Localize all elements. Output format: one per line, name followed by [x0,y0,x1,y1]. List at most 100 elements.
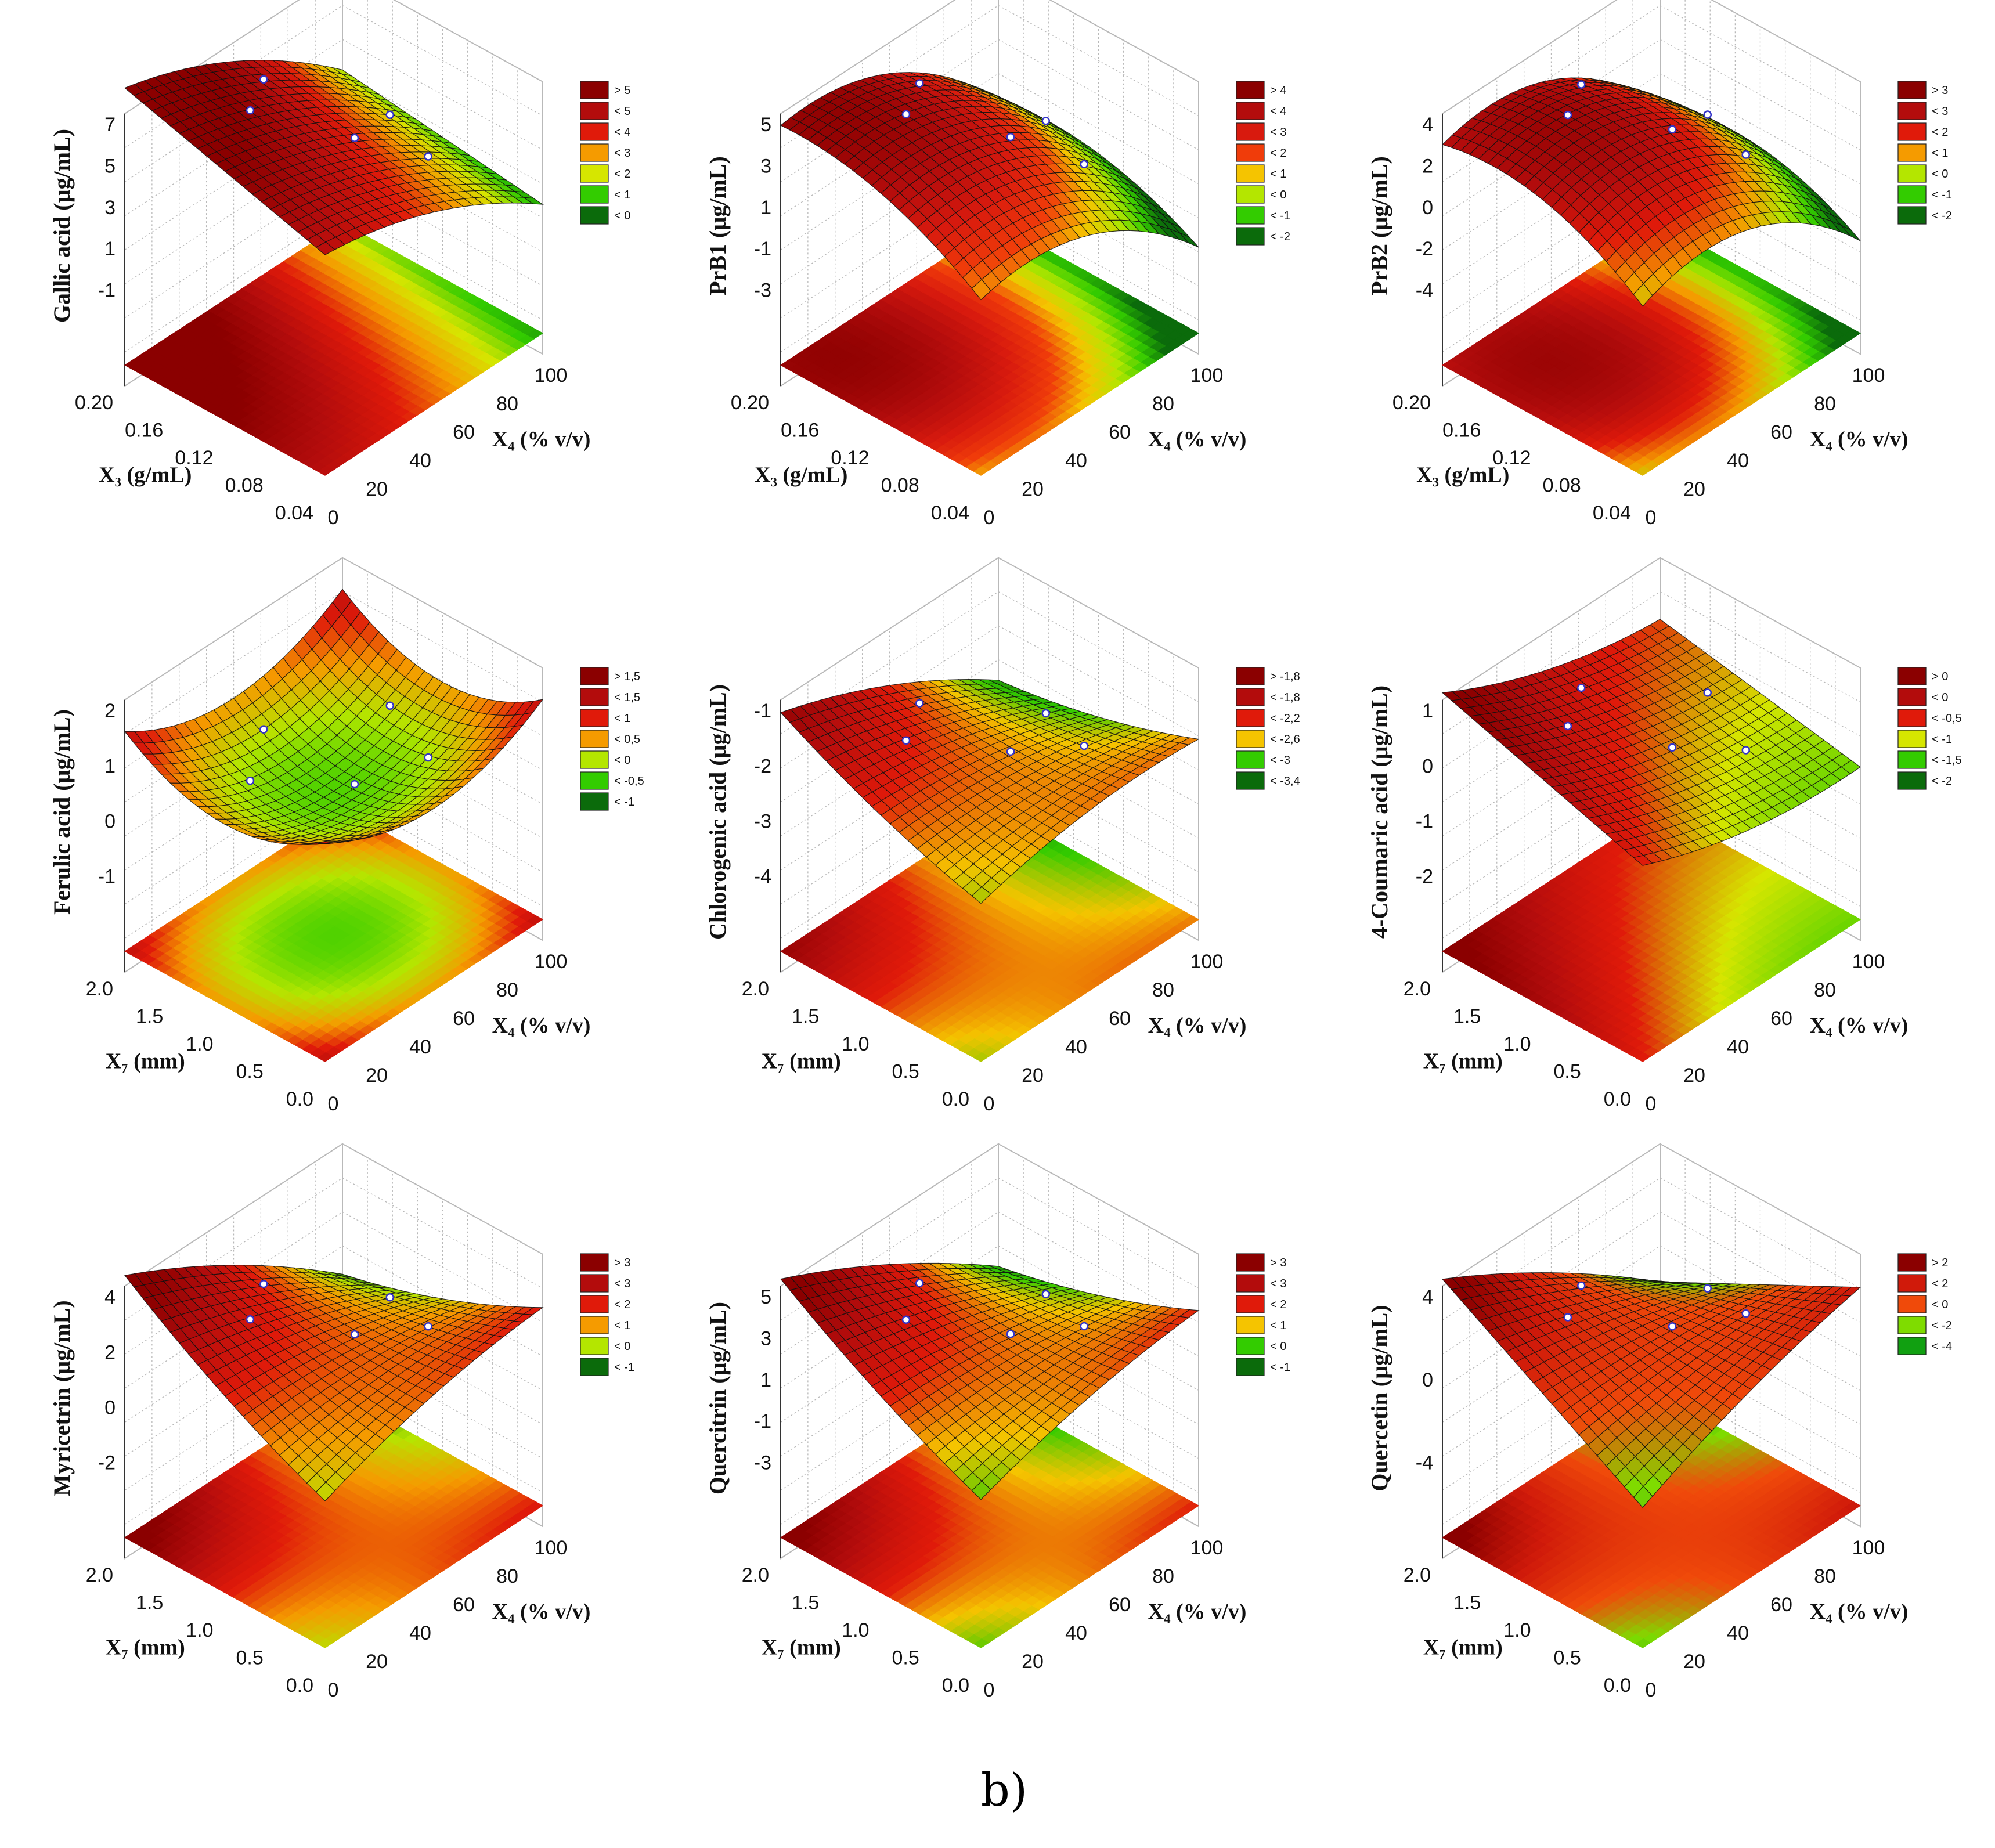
grid-line [124,5,343,148]
legend-swatch [580,81,609,99]
legend-swatch [580,771,609,790]
contour-floor [780,808,1200,1062]
grid-line [998,659,1199,771]
legend-swatch [580,750,609,769]
y-tick-label: 0.12 [831,447,869,469]
legend-swatch [580,667,609,685]
panel-chlorogenic-acid: -1 -2 -3 -4 Chlorogenic acid (µg/mL) 2.0 1.5 1.… [656,556,1318,1167]
legend-swatch [1897,143,1927,162]
legend-swatch [580,143,609,162]
x-tick-label: 0 [328,1093,339,1115]
panel-ferulic-acid: 2 1 0 -1 Ferulic acid (µg/mL) 2.0 1.5 1.0 0.5 0.0… [0,556,662,1167]
x-tick-label: 0 [328,507,339,529]
legend-label: < 3 [614,147,630,160]
legend-swatch [580,122,609,141]
legend-swatch [1897,206,1927,225]
data-point [1741,150,1750,159]
grid-line [1442,5,1661,148]
y-tick-label: 2.0 [86,978,113,1000]
y-tick-label: 1.5 [136,1006,163,1028]
legend-swatch [1236,164,1265,183]
grid-line [998,625,1199,737]
y-tick-label: 0.20 [75,392,113,414]
data-point [424,152,432,161]
legend-swatch [1236,122,1265,141]
legend-swatch [580,688,609,706]
legend-label: > 1,5 [614,670,640,683]
grid-line [780,5,999,148]
y-tick-label: 1.0 [186,1033,213,1055]
legend-swatch [580,206,609,225]
y-tick-label: 0.20 [1392,392,1431,414]
z-tick-label: 2 [1422,156,1433,178]
panel-prb1: 5 3 1 -1 -3 PrB1 (µg/mL) 0.20 0.16 0.12 0.08 0.04 X… [656,0,1318,580]
z-tick-label: 1 [104,755,116,777]
data-point [1041,117,1050,125]
data-point [259,75,268,84]
legend-swatch [1897,102,1927,120]
y-tick-label: 0.04 [931,502,969,524]
x-tick-label: 100 [1852,364,1885,387]
grid-line [342,591,543,703]
x-tick-label: 0 [1646,507,1657,529]
data-point [1080,160,1088,169]
grid-line [1660,5,1861,117]
sample-points [246,75,432,161]
data-point [246,106,255,115]
surface-cell [1841,225,1861,241]
legend-label: > 5 [614,84,630,97]
grid-line [1660,39,1861,150]
z-tick-label: 4 [1422,114,1433,136]
data-point [1563,110,1572,120]
z-tick-label: 1 [104,238,116,260]
x-axis-label: X₄ (% v/v) [1810,427,1909,452]
z-tick-label: 0 [104,810,116,832]
x-tick-label: 100 [1190,364,1224,387]
y-tick-label: 0.08 [881,475,919,497]
y-tick-label: 0.04 [275,502,313,524]
y-axis-label: X₇ (mm) [106,1049,185,1074]
y-axis-label: X₃ (g/mL) [755,463,847,488]
legend-label: < 0 [614,754,630,767]
x-tick-label: 20 [366,1064,388,1087]
y-tick-label: 0.08 [1543,475,1581,497]
grid-line [342,5,543,117]
legend-label: < 5 [614,105,630,118]
y-tick-label: 0.20 [731,392,769,414]
legend-label: < -2 [1270,230,1290,243]
legend-swatch [580,792,609,811]
legend-label: < 3 [1270,126,1286,139]
grid-line [780,591,999,734]
z-tick-label: -4 [1416,279,1433,301]
legend-swatch [580,102,609,120]
legend-label: < 1 [614,712,630,725]
grid-line [1660,73,1861,185]
legend-label: < 4 [1270,105,1286,118]
y-axis-label: X₃ (g/mL) [1416,463,1509,488]
legend-label: < -1 [1932,189,1952,201]
sample-points [246,701,432,789]
data-point [915,79,924,88]
legend-label: < -1 [1270,210,1290,222]
legend-label: > 3 [1932,84,1948,97]
y-tick-label: 0.0 [286,1088,313,1110]
legend-swatch [580,709,609,727]
z-tick-label: 0 [1422,197,1433,219]
legend-label: < 2 [614,168,630,181]
legend: > 5< 5< 4< 3< 2< 1< 0 [580,81,630,225]
legend-swatch [580,730,609,748]
response-surface [124,589,544,845]
x-tick-label: 60 [1770,421,1792,443]
z-tick-label: 2 [104,700,116,722]
legend-label: < 1 [614,189,630,201]
z-tick-label: 3 [104,197,116,219]
legend-label: < 1 [1270,168,1286,181]
legend-swatch [1236,185,1265,204]
legend-swatch [1897,185,1927,204]
response-surface [124,60,544,255]
legend-label: < -1 [614,796,634,808]
contour-floor [124,222,544,476]
legend-swatch [580,185,609,204]
